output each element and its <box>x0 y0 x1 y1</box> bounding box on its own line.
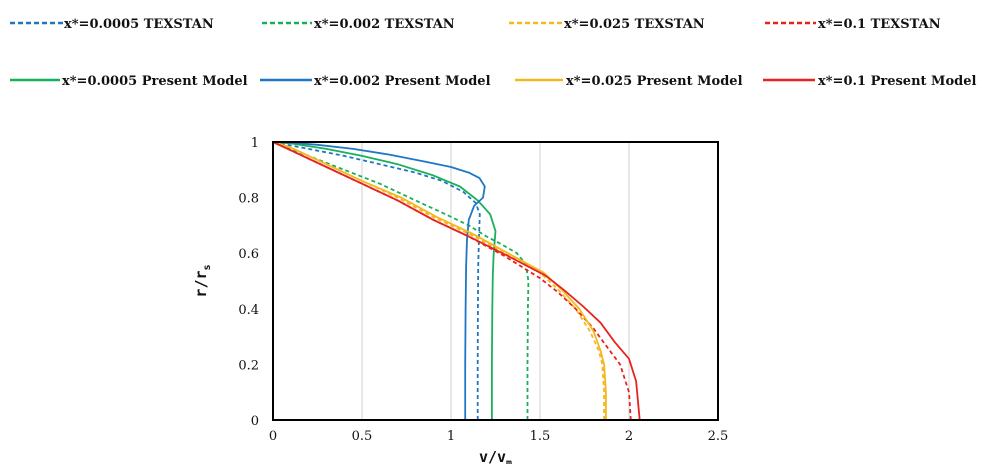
legend-label-2: x*=0.025 TEXSTAN <box>564 17 705 32</box>
plot-area: 0 0.5 1 1.5 2 2.5 0 0.2 0.4 0.6 0.8 1 v/vm r/rs <box>192 136 728 464</box>
x-tick-label: 2.5 <box>708 429 729 444</box>
series-line-7 <box>272 141 641 421</box>
x-tick-label: 1.5 <box>530 429 551 444</box>
x-axis-label: v/vm <box>479 448 512 464</box>
y-tick-label: 0 <box>251 414 259 429</box>
legend-label-1: x*=0.002 TEXSTAN <box>314 17 455 32</box>
series-line-2 <box>272 141 605 420</box>
legend: x*=0.0005 TEXSTAN x*=0.002 TEXSTAN x*=0.02… <box>10 17 976 89</box>
x-tick-label: 0 <box>269 429 277 444</box>
y-tick-label: 1 <box>251 136 259 151</box>
x-tick-label: 2 <box>625 429 633 444</box>
y-tick-label: 0.4 <box>238 303 259 318</box>
y-axis-label: r/rs <box>192 264 213 297</box>
y-tick-label: 0.2 <box>238 358 259 373</box>
y-axis-ticks: 0 0.2 0.4 0.6 0.8 1 <box>238 136 259 429</box>
series-line-1 <box>272 141 530 420</box>
series-line-5 <box>272 141 486 420</box>
y-tick-label: 0.6 <box>238 247 259 262</box>
series-line-4 <box>272 141 497 420</box>
x-tick-label: 0.5 <box>352 429 373 444</box>
gridlines <box>361 142 630 420</box>
x-axis-label-main: v/v <box>479 448 506 464</box>
plot-frame <box>272 141 719 421</box>
series-line-6 <box>272 141 607 420</box>
x-tick-label: 1 <box>447 429 455 444</box>
series-lines <box>272 141 641 421</box>
y-axis-label-subscript: s <box>202 264 213 270</box>
series-line-3 <box>272 141 632 421</box>
legend-label-0: x*=0.0005 TEXSTAN <box>64 17 214 32</box>
x-axis-label-subscript: m <box>506 458 512 464</box>
legend-label-7: x*=0.1 Present Model <box>818 74 976 89</box>
y-axis-label-main: r/r <box>192 270 210 297</box>
x-axis-ticks: 0 0.5 1 1.5 2 2.5 <box>269 429 728 444</box>
legend-label-6: x*=0.025 Present Model <box>566 74 743 89</box>
legend-label-5: x*=0.002 Present Model <box>314 74 491 89</box>
legend-label-4: x*=0.0005 Present Model <box>62 74 248 89</box>
series-line-0 <box>272 141 481 420</box>
legend-label-3: x*=0.1 TEXSTAN <box>818 17 941 32</box>
y-tick-label: 0.8 <box>238 192 259 207</box>
